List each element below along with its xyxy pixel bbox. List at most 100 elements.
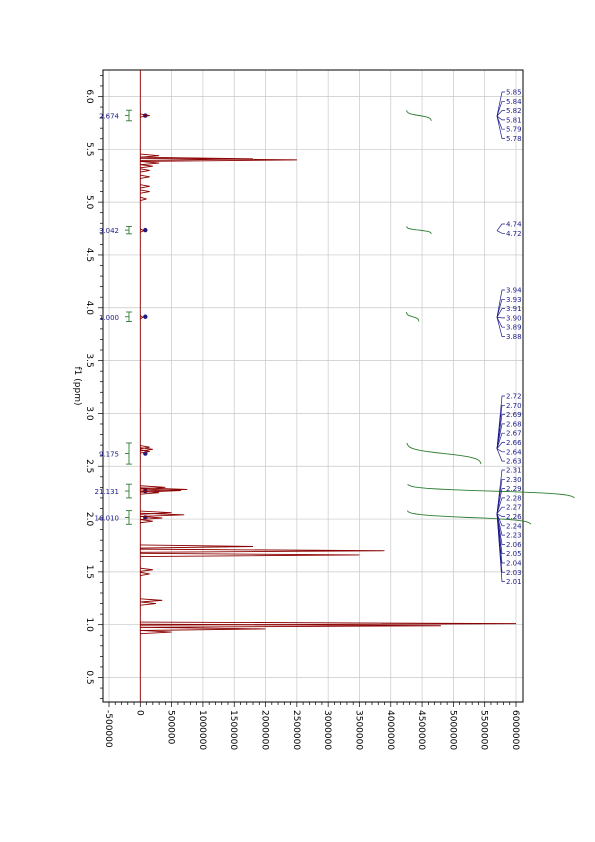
spectrum-peak — [140, 626, 266, 631]
peak-label-leader — [496, 513, 505, 545]
peak-marker — [143, 227, 148, 233]
peak-label: 3.93 — [506, 296, 522, 304]
ppm-tick-label: 4.0 — [84, 301, 94, 316]
integral-value: 2.674 — [99, 113, 120, 121]
peak-label: 2.04 — [506, 560, 522, 568]
peak-label-leader — [496, 513, 505, 582]
peak-label-leader — [496, 469, 505, 514]
integrals: 2.674 3.042 1.000 9.175 21.131 16.010 — [95, 109, 575, 525]
integral-curve — [407, 483, 575, 499]
peak-label: 4.72 — [506, 230, 522, 238]
peak-labels: 5.855.845.825.81 5.795.78 4.744.72 3.943.93… — [496, 89, 522, 586]
peak-label: 2.64 — [506, 448, 522, 456]
integral-value: 3.042 — [99, 227, 119, 235]
peak-label-leader — [496, 115, 505, 130]
peak-label: 2.01 — [506, 578, 522, 586]
spectrum-peak — [140, 449, 150, 454]
ppm-tick-label: 0.5 — [84, 670, 94, 684]
peak-label-leader — [496, 223, 505, 231]
ppm-tick-label: 5.5 — [84, 142, 94, 156]
spectrum-peak — [140, 515, 163, 521]
intensity-tick-label: 3500000 — [353, 710, 363, 750]
peak-label-leader — [496, 488, 505, 514]
peak-label: 3.90 — [506, 314, 522, 322]
spectrum-peak — [140, 601, 157, 606]
integral-value: 21.131 — [95, 488, 120, 496]
spectrum-peak — [140, 184, 150, 189]
peak-label: 2.72 — [506, 393, 522, 401]
peak-label: 5.78 — [506, 135, 522, 143]
intensity-tick-label: 5000000 — [447, 710, 457, 750]
ppm-tick-label: 6.0 — [84, 89, 94, 104]
spectrum-peak — [140, 161, 160, 166]
intensity-tick-label: 1000000 — [197, 710, 207, 750]
peak-marker — [143, 314, 148, 319]
integral-curve — [406, 110, 432, 121]
spectrum-peak — [140, 168, 150, 173]
spectrum-peak — [140, 157, 297, 162]
peak-label-leader — [496, 115, 505, 139]
peak-label: 4.74 — [506, 221, 522, 229]
peak-label-leader — [496, 478, 505, 514]
peak-label-leader — [496, 298, 505, 318]
spectrum-peak — [140, 623, 441, 628]
peak-label-leader — [496, 414, 505, 449]
plot-frame — [102, 69, 524, 703]
intensity-tick-label: -500000 — [103, 710, 113, 748]
integral-curve — [406, 226, 432, 234]
spectrum-peak — [140, 113, 150, 118]
peak-label-leader — [496, 448, 505, 462]
peak-label-leader — [496, 115, 505, 121]
peak-label-leader — [496, 404, 505, 449]
peak-label-leader — [496, 395, 505, 449]
peak-marker — [143, 113, 148, 118]
spectrum-peak — [140, 164, 153, 169]
peak-label-leader — [496, 317, 505, 337]
ppm-tick-label: 2.5 — [84, 459, 94, 473]
peak-label: 2.06 — [506, 541, 522, 549]
peak-label-leader — [496, 513, 505, 536]
peak-label: 3.94 — [506, 287, 522, 295]
peak-label: 5.84 — [506, 98, 522, 106]
spectrum-peak — [140, 488, 182, 493]
peak-label: 2.63 — [506, 458, 522, 466]
peak-label: 2.67 — [506, 430, 522, 438]
peak-label: 2.29 — [506, 485, 522, 493]
peak-label: 2.27 — [506, 504, 522, 512]
peak-label-leader — [496, 289, 505, 318]
spectrum-peak — [140, 519, 153, 524]
spectrum-peak — [140, 174, 150, 179]
peak-label: 3.91 — [506, 305, 522, 313]
peak-label-leader — [496, 100, 505, 117]
peak-label: 5.85 — [506, 89, 522, 97]
peak-label: 2.23 — [506, 532, 522, 540]
peak-label: 3.88 — [506, 333, 522, 341]
peak-label-leader — [496, 308, 505, 318]
intensity-tick-label: 3000000 — [322, 710, 332, 750]
peak-label: 2.03 — [506, 569, 522, 577]
spectrum-peak — [140, 490, 160, 495]
spectrum-peak — [140, 315, 144, 320]
intensity-tick-label: 2000000 — [260, 710, 270, 750]
peak-label-leader — [496, 110, 505, 117]
intensity-tick-label: 4500000 — [416, 710, 426, 750]
integral-value: 16.010 — [95, 514, 120, 522]
peak-label-leader — [496, 316, 505, 319]
peak-label-leader — [496, 497, 505, 514]
ppm-tick-label: 1.5 — [84, 565, 94, 579]
ppm-axis-label: f1 (ppm) — [72, 367, 82, 406]
ppm-tick-label: 3.0 — [84, 406, 94, 421]
peak-label: 3.89 — [506, 324, 522, 332]
spectrum-peak — [140, 487, 188, 492]
peak-label-leader — [496, 423, 505, 449]
peak-label-leader — [496, 317, 505, 328]
peak-label: 2.26 — [506, 513, 522, 521]
spectrum-peak — [140, 544, 254, 549]
ppm-tick-label: 3.5 — [84, 353, 94, 367]
spectrum-peak — [140, 567, 153, 572]
integral-curve — [406, 442, 482, 465]
peak-label: 2.24 — [506, 522, 522, 530]
ppm-tick-label: 2.0 — [84, 512, 94, 527]
spectrum-peak — [140, 512, 185, 517]
